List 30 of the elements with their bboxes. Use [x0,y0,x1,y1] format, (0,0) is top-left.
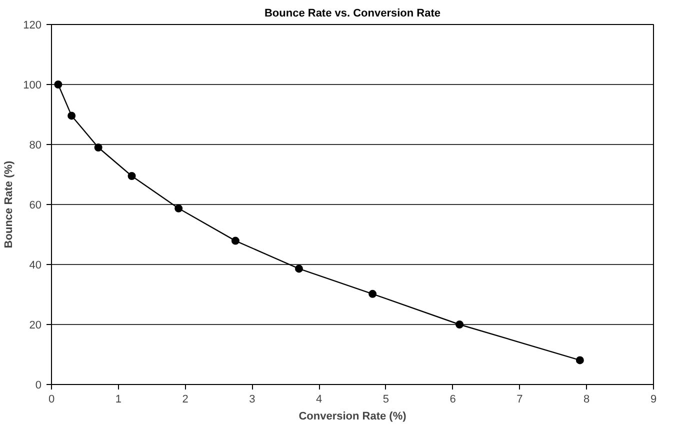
point [576,356,584,364]
y-tick-label: 0 [35,380,42,392]
x-tick-label: 9 [650,394,657,406]
x-tick-label: 3 [249,394,256,406]
y-tick-label: 80 [29,140,42,152]
point [128,172,136,180]
y-tick-label: 60 [29,200,42,212]
x-tick-label: 1 [115,394,122,406]
y-axis-title: Bounce Rate (%) [3,160,16,248]
x-tick-label: 5 [382,394,390,406]
point [231,236,240,245]
y-tick-label: 40 [29,260,42,272]
point [54,80,62,88]
x-tick-label: 0 [48,394,55,406]
x-tick-label: 2 [182,394,188,406]
point [68,112,76,120]
point [294,264,303,273]
y-tick-label: 100 [23,80,42,92]
chart-title: Bounce Rate vs. Conversion Rate [264,8,441,20]
point [456,320,464,328]
x-axis-title: Conversion Rate (%) [298,410,407,422]
point [94,144,102,152]
x-tick-label: 8 [584,394,590,406]
x-tick-label: 4 [316,394,322,406]
y-tick-label: 20 [29,320,42,332]
point [174,204,183,212]
y-tick-label: 120 [23,20,42,32]
x-tick-label: 6 [450,394,456,406]
point [368,290,377,298]
x-tick-label: 7 [516,394,523,406]
